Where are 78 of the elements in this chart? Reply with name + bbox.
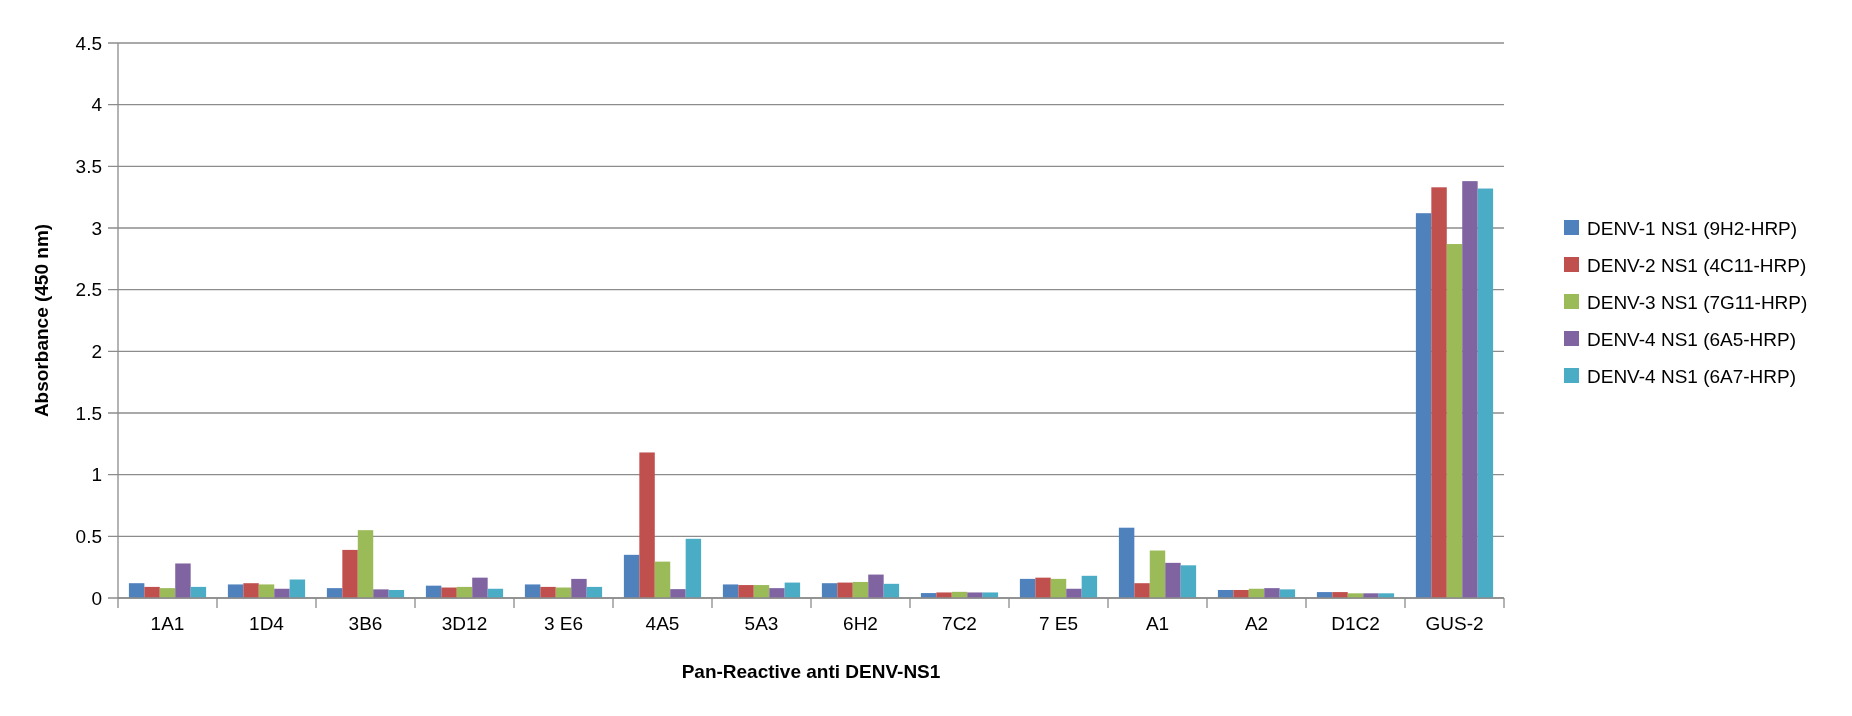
bar — [243, 583, 259, 598]
bar — [144, 586, 160, 598]
bar — [373, 589, 389, 598]
bar — [1066, 588, 1082, 598]
bar — [1035, 577, 1051, 598]
x-tick-label: 1A1 — [150, 613, 185, 634]
bar — [1279, 589, 1296, 598]
bar — [1165, 562, 1181, 598]
bar — [1019, 578, 1036, 598]
x-tick-label: 7 E5 — [1038, 613, 1079, 634]
y-tick-label: 3.5 — [75, 155, 102, 177]
bar — [571, 578, 587, 598]
bar — [936, 592, 952, 598]
bar — [868, 574, 884, 598]
bar — [837, 582, 853, 598]
bar — [175, 563, 191, 598]
y-tick-label: 1 — [91, 464, 102, 486]
y-tick-label: 3 — [91, 217, 102, 239]
bar — [1431, 187, 1447, 598]
x-tick-label: A1 — [1145, 613, 1170, 634]
bar — [967, 592, 983, 598]
bar — [639, 452, 655, 598]
y-axis-title: Absorbance (450 nm) — [31, 223, 52, 418]
bar — [1050, 578, 1067, 598]
bar — [1149, 550, 1166, 598]
bar — [685, 538, 702, 598]
bar — [738, 585, 754, 598]
bar — [1233, 589, 1249, 598]
x-tick-label: D1C2 — [1331, 613, 1380, 634]
bar — [258, 584, 275, 598]
bar — [540, 586, 556, 598]
x-tick-label: 5A3 — [744, 613, 779, 634]
bar — [1180, 565, 1197, 598]
bar — [722, 584, 739, 598]
bar — [821, 583, 838, 598]
legend-label: DENV-1 NS1 (9H2-HRP) — [1587, 217, 1798, 239]
legend-label: DENV-2 NS1 (4C11-HRP) — [1587, 254, 1807, 276]
bar — [524, 584, 541, 598]
bar — [1264, 588, 1280, 598]
y-tick-label: 2.5 — [75, 279, 102, 301]
x-tick-label: 4A5 — [645, 613, 680, 634]
x-tick-label: 3B6 — [348, 613, 383, 634]
bar — [753, 585, 770, 598]
bar — [357, 530, 374, 598]
x-tick-label: GUS-2 — [1425, 613, 1484, 634]
bar — [1081, 575, 1098, 598]
bar — [128, 583, 145, 598]
bar — [769, 588, 785, 598]
bar — [1118, 527, 1135, 598]
y-tick-label: 2 — [91, 340, 102, 362]
y-tick-label: 4 — [91, 94, 103, 116]
x-tick-label: 7C2 — [942, 613, 977, 634]
y-tick-label: 0 — [91, 587, 102, 609]
legend-label: DENV-4 NS1 (6A7-HRP) — [1587, 365, 1797, 387]
x-tick-label: 3 E6 — [543, 613, 584, 634]
legend-label: DENV-4 NS1 (6A5-HRP) — [1587, 328, 1797, 350]
bar — [1446, 244, 1463, 598]
bar — [274, 588, 290, 598]
bar — [1415, 213, 1432, 598]
x-axis-title: Pan-Reactive anti DENV-NS1 — [681, 661, 941, 682]
bar — [1477, 188, 1494, 598]
y-tick-label: 1.5 — [75, 402, 102, 424]
bar — [342, 549, 358, 598]
bar — [670, 589, 686, 598]
bar — [654, 561, 671, 598]
x-tick-label: A2 — [1244, 613, 1269, 634]
y-tick-label: 4.5 — [75, 32, 102, 54]
legend-label: DENV-3 NS1 (7G11-HRP) — [1587, 291, 1808, 313]
bar — [227, 584, 244, 598]
x-tick-label: 3D12 — [441, 613, 488, 634]
bar — [852, 581, 869, 598]
y-tick-label: 0.5 — [75, 525, 102, 547]
bar — [623, 554, 640, 598]
bar — [1134, 583, 1150, 598]
bar — [1462, 181, 1478, 598]
bar — [472, 577, 488, 598]
x-tick-label: 6H2 — [843, 613, 878, 634]
x-tick-label: 1D4 — [249, 613, 285, 634]
